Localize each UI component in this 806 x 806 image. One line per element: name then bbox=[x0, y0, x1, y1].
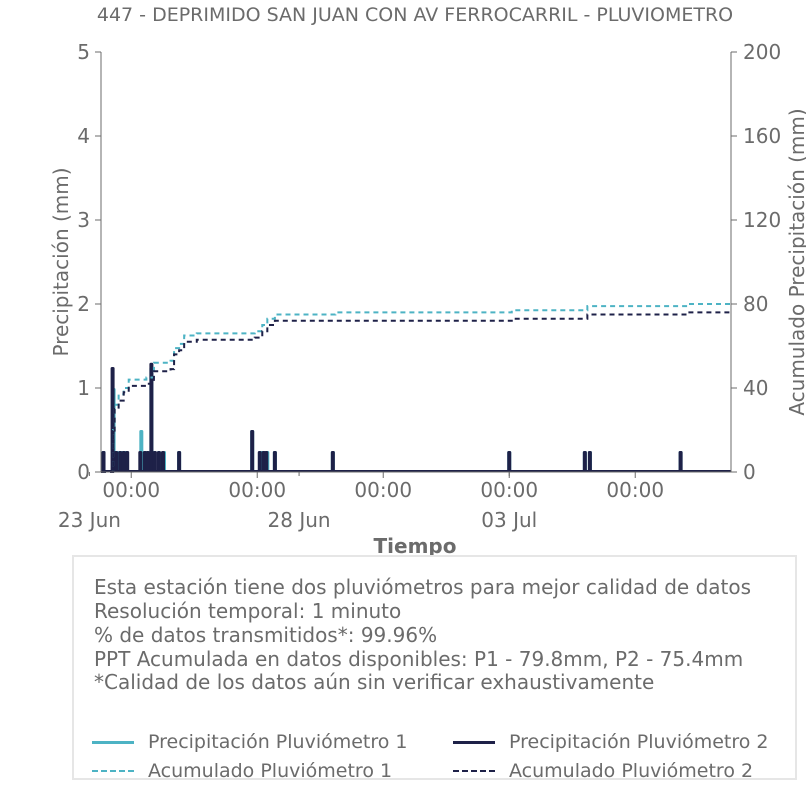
precip-bar-p2 bbox=[101, 451, 106, 472]
legend-swatch-p1-solid bbox=[92, 741, 134, 744]
x-tick-label: 00:00 bbox=[228, 478, 286, 502]
axes: 0 1 2 3 4 5 0 40 80 120 160 200 00:00 00:00 00:00 00:00… bbox=[58, 40, 781, 532]
precip-bar-p2 bbox=[114, 451, 119, 472]
precip-bar-p2 bbox=[145, 451, 150, 472]
precip-bar-p2 bbox=[118, 451, 123, 472]
precip-bar-p2 bbox=[160, 451, 165, 472]
x-date-label: 23 Jun bbox=[58, 508, 121, 532]
precip-bar-p2 bbox=[121, 451, 126, 472]
info-line-stations: Esta estación tiene dos pluviómetros par… bbox=[94, 575, 752, 599]
chart-title: 447 - DEPRIMIDO SAN JUAN CON AV FERROCAR… bbox=[97, 4, 733, 26]
info-line-resolution: Resolución temporal: 1 minuto bbox=[94, 599, 402, 623]
precip-bar-p2 bbox=[272, 451, 277, 472]
y2-axis-label: Acumulado Precipitación (mm) bbox=[785, 108, 806, 415]
precip-bar-p2 bbox=[250, 430, 255, 472]
x-date-label: 28 Jun bbox=[268, 508, 331, 532]
y-tick-label: 5 bbox=[77, 40, 90, 64]
precip-bar-p2 bbox=[257, 451, 262, 472]
legend-label: Acumulado Pluviómetro 1 bbox=[148, 760, 393, 782]
y2-tick-label: 40 bbox=[743, 376, 768, 400]
precip-bar-p2 bbox=[142, 451, 147, 472]
precip-bar-p2 bbox=[507, 451, 512, 472]
precip-bar-p2 bbox=[152, 451, 157, 472]
legend-swatch-p2-solid bbox=[453, 741, 495, 744]
legend-swatch-p1-dashed bbox=[92, 770, 134, 772]
info-box: Esta estación tiene dos pluviómetros par… bbox=[72, 555, 797, 782]
legend-swatch-p2-dashed bbox=[453, 770, 495, 772]
x-tick-label: 00:00 bbox=[480, 478, 538, 502]
plot-area bbox=[101, 303, 731, 473]
precipitation-chart: 447 - DEPRIMIDO SAN JUAN CON AV FERROCAR… bbox=[49, 4, 806, 556]
y-tick-label: 0 bbox=[77, 460, 90, 484]
precip-bar-p2 bbox=[264, 451, 269, 472]
precip-bar-p2 bbox=[587, 451, 592, 472]
x-date-label: 03 Jul bbox=[481, 508, 537, 532]
precip-bar-p2 bbox=[156, 451, 161, 472]
info-line-quality-note: *Calidad de los datos aún sin verificar … bbox=[94, 670, 655, 694]
x-tick-label: 00:00 bbox=[102, 478, 160, 502]
legend-label: Acumulado Pluviómetro 2 bbox=[509, 760, 754, 782]
precip-bar-p2 bbox=[149, 362, 154, 472]
x-axis-label: Tiempo bbox=[374, 534, 457, 556]
precip-bar-p2 bbox=[582, 451, 587, 472]
y2-tick-label: 0 bbox=[743, 460, 756, 484]
accum-line-p2 bbox=[101, 311, 731, 473]
precip-bar-p2 bbox=[678, 451, 683, 472]
precip-bar-p2 bbox=[138, 451, 143, 472]
x-tick-label: 00:00 bbox=[606, 478, 664, 502]
y2-tick-label: 200 bbox=[743, 40, 781, 64]
y-axis-label: Precipitación (mm) bbox=[49, 167, 73, 356]
y-tick-label: 1 bbox=[77, 376, 90, 400]
precip-bar-p2 bbox=[125, 451, 130, 472]
accum-line-p1 bbox=[101, 303, 731, 473]
y2-tick-label: 120 bbox=[743, 208, 781, 232]
y-tick-label: 2 bbox=[77, 292, 90, 316]
y-tick-label: 4 bbox=[77, 124, 90, 148]
legend-label: Precipitación Pluviómetro 1 bbox=[148, 731, 408, 753]
y2-tick-label: 80 bbox=[743, 292, 768, 316]
precip-bar-p2 bbox=[177, 451, 182, 472]
info-line-transmitted: % de datos transmitidos*: 99.96% bbox=[94, 623, 438, 647]
legend-label: Precipitación Pluviómetro 2 bbox=[509, 731, 769, 753]
y2-tick-label: 160 bbox=[743, 124, 781, 148]
precip-bar-p2 bbox=[330, 451, 335, 472]
info-line-accumulated: PPT Acumulada en datos disponibles: P1 -… bbox=[94, 647, 744, 671]
x-tick-label: 00:00 bbox=[354, 478, 412, 502]
y-tick-label: 3 bbox=[77, 208, 90, 232]
